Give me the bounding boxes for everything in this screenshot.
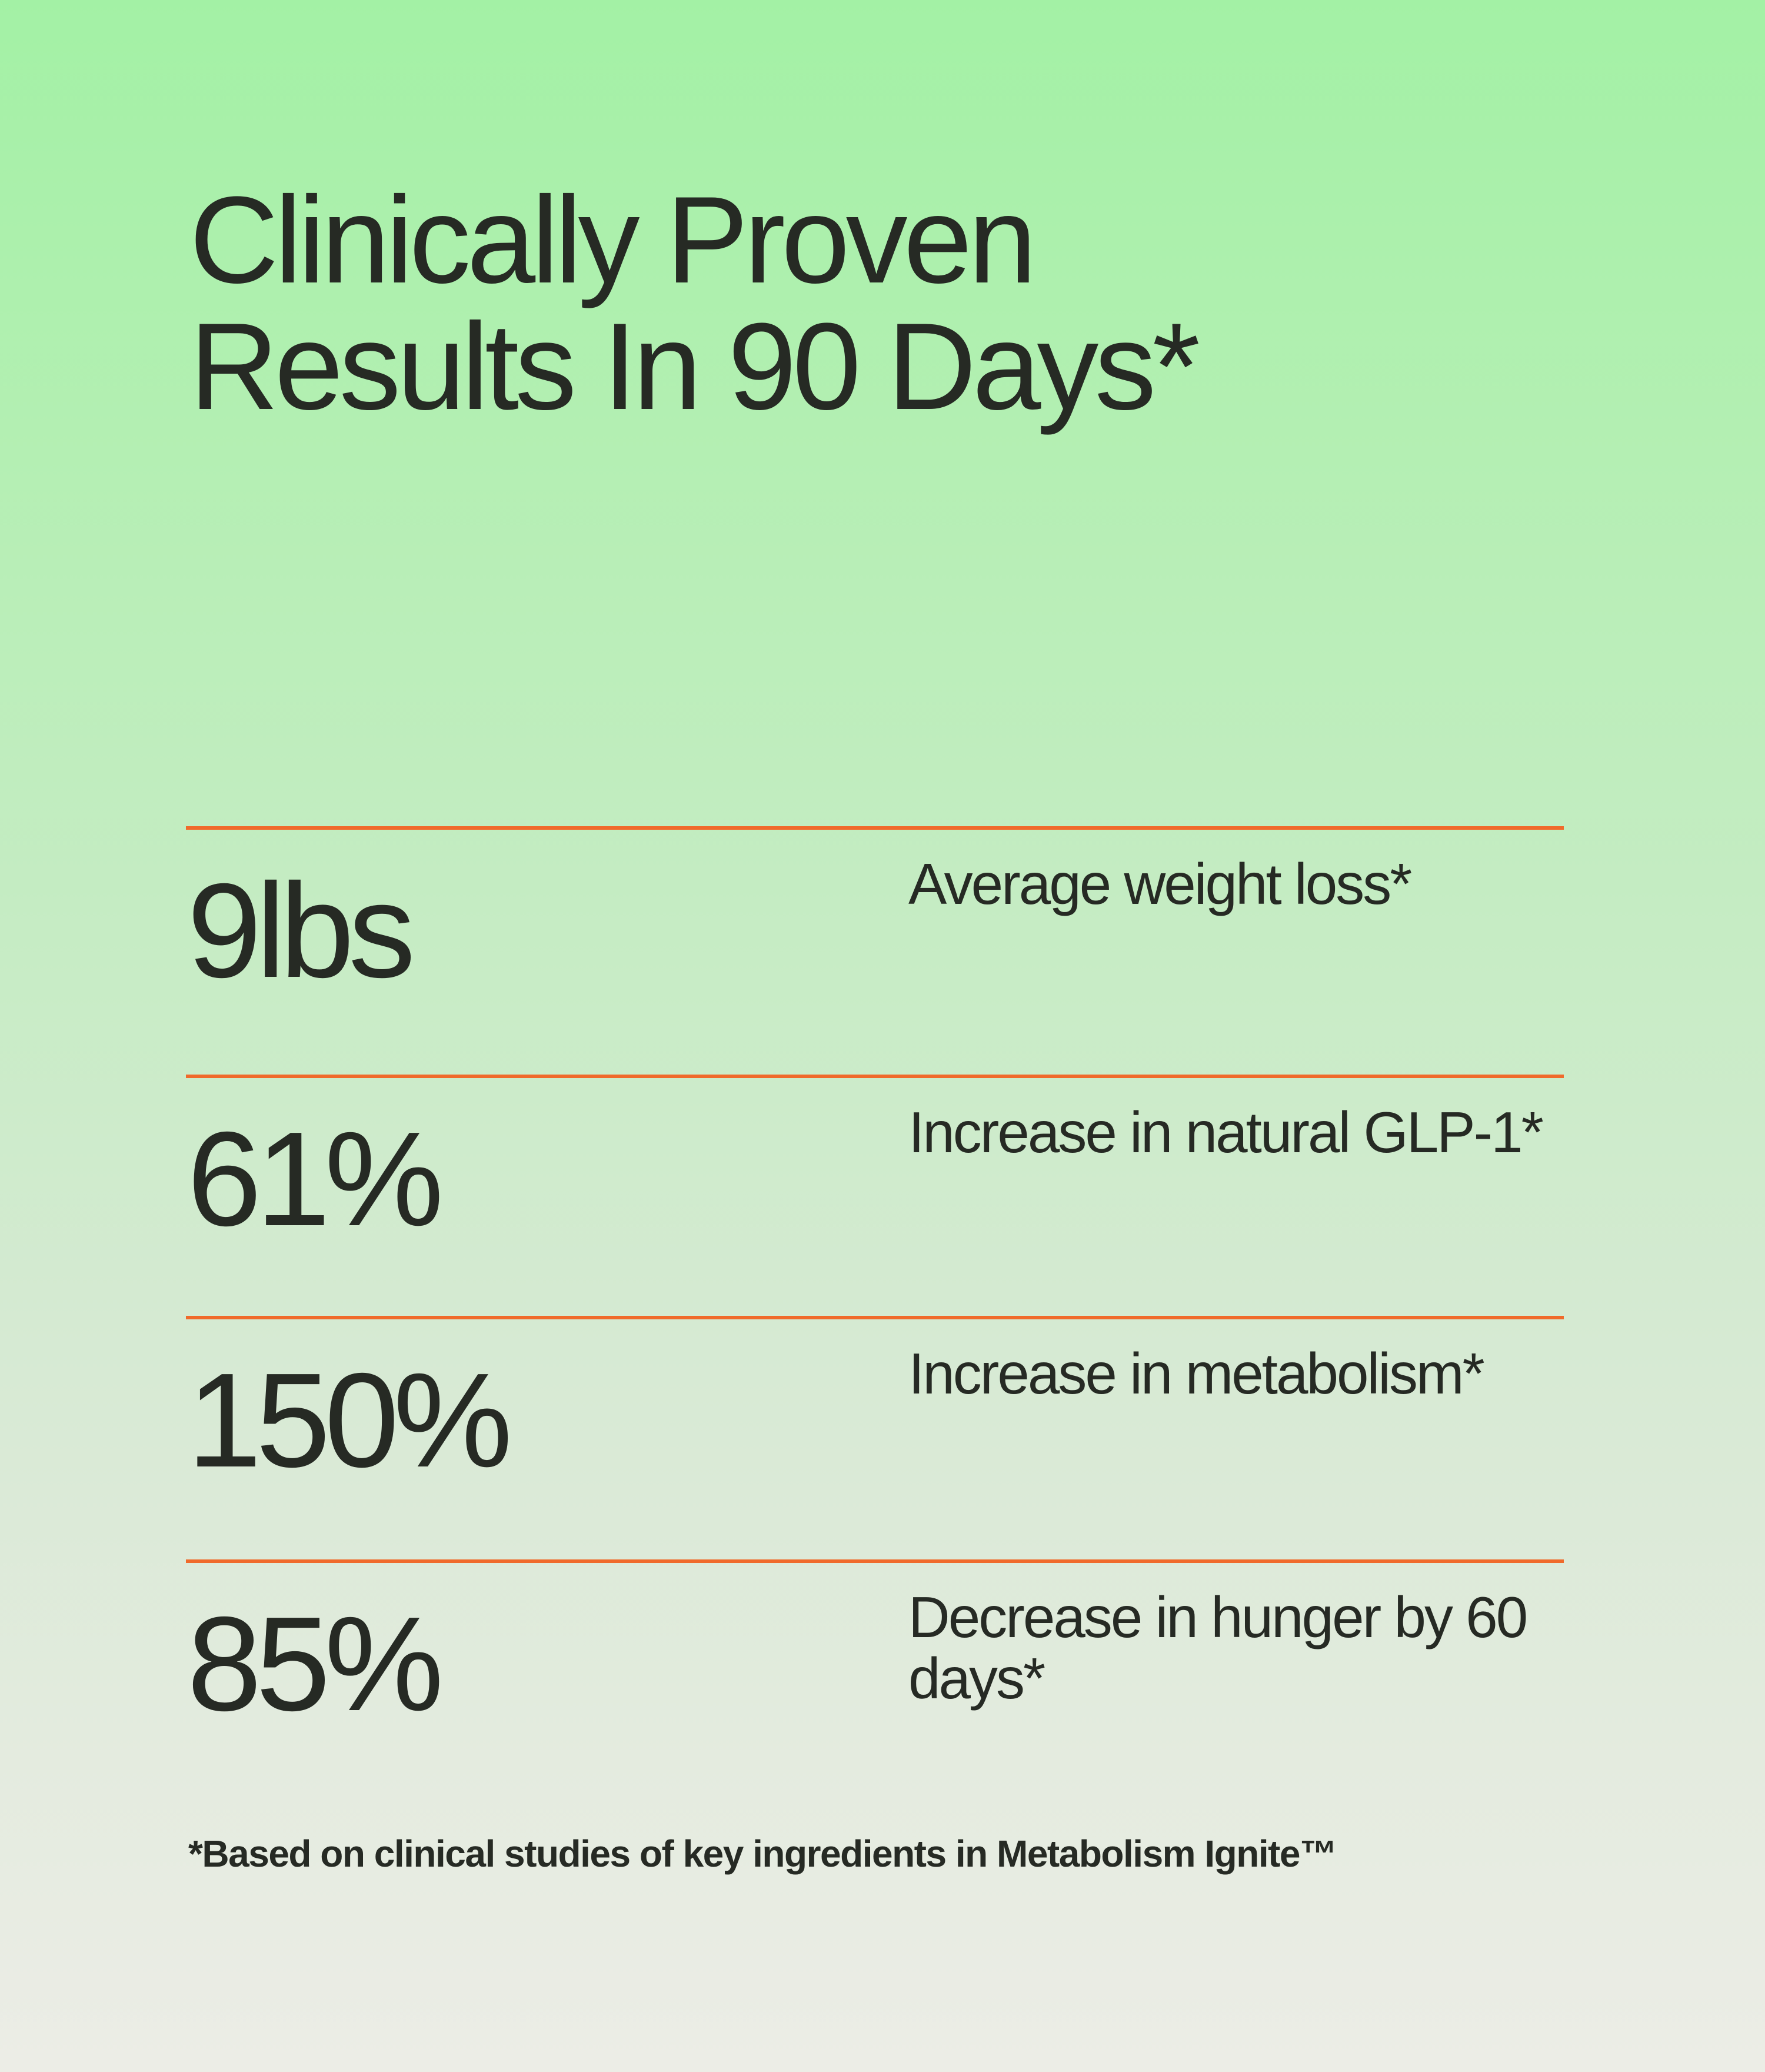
page-title: Clinically Proven Results In 90 Days* [189,177,1484,430]
stat-label: Increase in metabolism* [908,1341,1485,1406]
footnote-disclaimer: *Based on clinical studies of key ingred… [188,1832,1337,1875]
stat-value: 9lbs [187,856,415,1006]
page-title-line-1: Clinically Proven [189,171,1037,309]
stat-row-weight-loss: 9lbs Average weight loss* [186,826,1564,1075]
stat-label: Increase in natural GLP-1* [908,1100,1544,1165]
stat-row-hunger: 85% Decrease in hunger by 60 days* [186,1559,1564,1818]
stat-row-metabolism: 150% Increase in metabolism* [186,1316,1564,1559]
stat-label: Decrease in hunger by 60 days* [908,1585,1528,1711]
stat-value: 61% [187,1105,444,1254]
stat-value: 150% [187,1346,512,1495]
stat-value: 85% [187,1589,444,1739]
stat-label: Average weight loss* [908,852,1412,916]
page-title-line-2: Results In 90 Days* [189,297,1200,435]
stat-row-glp1: 61% Increase in natural GLP-1* [186,1075,1564,1316]
stats-list: 9lbs Average weight loss* 61% Increase i… [186,826,1564,1818]
